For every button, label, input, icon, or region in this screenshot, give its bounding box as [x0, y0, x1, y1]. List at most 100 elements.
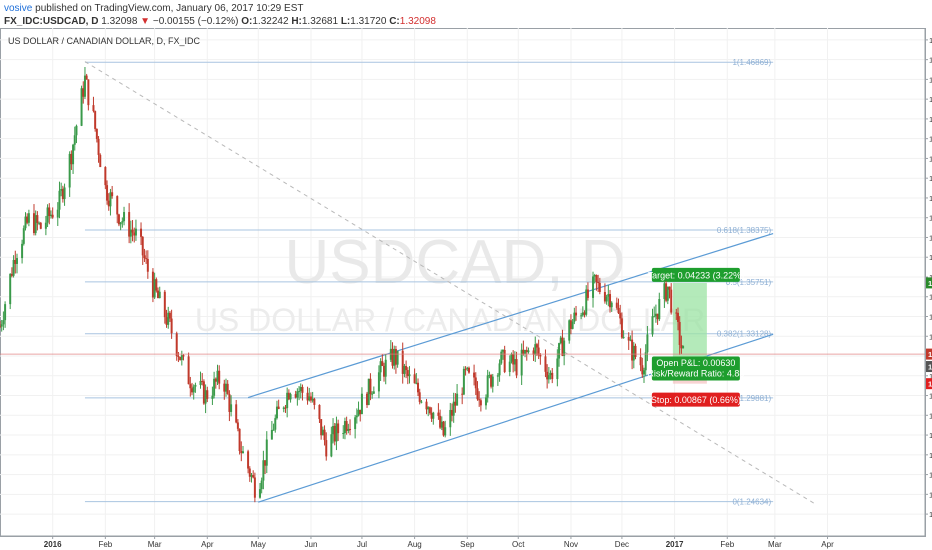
- candle-body: [367, 378, 370, 405]
- candle-body: [347, 428, 350, 431]
- candle-body: [603, 292, 606, 302]
- candle-body: [260, 480, 263, 490]
- candle-body: [70, 153, 73, 165]
- candle-body: [620, 318, 623, 338]
- y-tick-label: 1.29000: [929, 411, 932, 420]
- y-tick-label: 1.48000: [929, 36, 932, 45]
- publish-info: vosive published on TradingView.com, Jan…: [4, 3, 303, 14]
- candle-body: [106, 185, 109, 201]
- candle-body: [490, 375, 493, 387]
- candle-body: [454, 401, 457, 406]
- time-axis[interactable]: 2016 Feb Mar Apr May Jun Jul Aug Sep Oct Nov Dec 201…: [0, 535, 925, 549]
- candle-body: [556, 358, 559, 380]
- candle-body: [272, 429, 275, 431]
- candle-body: [496, 375, 499, 377]
- candle-body: [36, 215, 39, 223]
- symbol-label[interactable]: FX_IDC:USDCAD, D: [4, 16, 99, 27]
- candle-body: [51, 214, 54, 218]
- candle-body: [396, 350, 399, 365]
- candle-body: [525, 349, 528, 353]
- candle-body: [180, 355, 183, 361]
- candle-body: [665, 283, 668, 301]
- candle-body: [432, 412, 435, 419]
- candle-body: [478, 399, 481, 401]
- candle-body: [418, 392, 421, 402]
- candle-body: [332, 425, 335, 435]
- candle-body: [449, 409, 452, 428]
- candle-body: [14, 259, 17, 264]
- y-tick-label: 1.28000: [929, 431, 932, 440]
- candle-body: [359, 409, 362, 415]
- candle-body: [250, 475, 253, 477]
- candle-body: [512, 354, 515, 365]
- candle-body: [539, 354, 542, 357]
- candle-body: [12, 259, 15, 276]
- candle-body: [97, 138, 100, 155]
- y-tick-label: 1.35000: [929, 293, 932, 302]
- candle-body: [456, 393, 459, 406]
- stop-label-bg: [651, 392, 740, 407]
- y-tick-label: 1.25000: [929, 490, 932, 499]
- candle-body: [345, 421, 348, 431]
- candle-body: [204, 390, 207, 404]
- author-link[interactable]: vosive: [4, 3, 33, 14]
- price-axis[interactable]: 1.48000 1.47000 1.46000 1.45000 1.44000 1.430…: [924, 28, 932, 536]
- candle-body: [607, 294, 610, 297]
- candle-body: [464, 368, 467, 370]
- watermark-symbol: USDCAD, D: [284, 228, 625, 297]
- candle-body: [104, 167, 107, 186]
- candle-body: [2, 320, 5, 325]
- candle-body: [287, 392, 290, 400]
- candle-body: [651, 316, 654, 335]
- candle-body: [73, 135, 76, 145]
- pnl-label: Open P&L: 0.00630: [656, 358, 735, 368]
- candle-body: [498, 363, 501, 376]
- candle-body: [391, 348, 394, 366]
- candle-body: [49, 214, 52, 217]
- long-position-tool[interactable]: Target: 0.04233 (3.22%) Open P&L: 0.00630…: [647, 267, 745, 407]
- candle-body: [379, 361, 382, 373]
- fibonacci-retracement[interactable]: 1(1.46869) 0.618(1.38375) 0.5(1.35751) 0.38…: [84, 58, 774, 507]
- price-tag: 1.32098: [928, 350, 932, 359]
- candle-body: [168, 312, 171, 319]
- candle-body: [121, 221, 124, 223]
- candle-body: [143, 255, 146, 259]
- candle-body: [551, 372, 554, 380]
- candle-body: [282, 407, 285, 410]
- price-tag-bg: [926, 378, 932, 390]
- fib-level-label: 0.5(1.35751): [726, 278, 772, 287]
- candle-body: [111, 192, 114, 197]
- candle-body: [277, 406, 280, 410]
- candle-body: [48, 207, 51, 217]
- candle-body: [235, 404, 238, 423]
- last-price: 1.32098: [101, 16, 138, 27]
- candle-body: [22, 228, 25, 244]
- price-chart[interactable]: USDCAD, D US DOLLAR / CANADIAN DOLLAR US…: [0, 28, 932, 550]
- fib-level-label: 0.236(1.29881): [717, 394, 772, 403]
- candle-body: [313, 398, 316, 405]
- target-label: Target: 0.04233 (3.22%): [648, 270, 745, 280]
- y-tick-label: 1.46000: [929, 75, 932, 84]
- candle-body: [420, 401, 423, 403]
- candle-body: [595, 275, 598, 282]
- candle-body: [151, 271, 154, 298]
- candle-body: [134, 228, 137, 236]
- candle-body: [488, 375, 491, 377]
- candle-body: [675, 312, 678, 314]
- candle-body: [0, 326, 1, 328]
- candle-body: [653, 316, 656, 318]
- candle-body: [206, 390, 209, 399]
- target-label-bg: [651, 267, 740, 282]
- candle-body: [107, 200, 110, 207]
- candle-body: [501, 349, 504, 352]
- candle-body: [503, 349, 506, 372]
- chart-header: vosive published on TradingView.com, Jan…: [0, 0, 932, 30]
- candle-body: [598, 283, 601, 293]
- candle-body: [670, 289, 673, 313]
- candle-body: [430, 413, 433, 419]
- candle-body: [0, 324, 3, 327]
- candle-body: [238, 428, 241, 452]
- candle-body: [586, 289, 589, 298]
- x-tick-label: Jun: [305, 540, 318, 549]
- candle-body: [663, 283, 666, 299]
